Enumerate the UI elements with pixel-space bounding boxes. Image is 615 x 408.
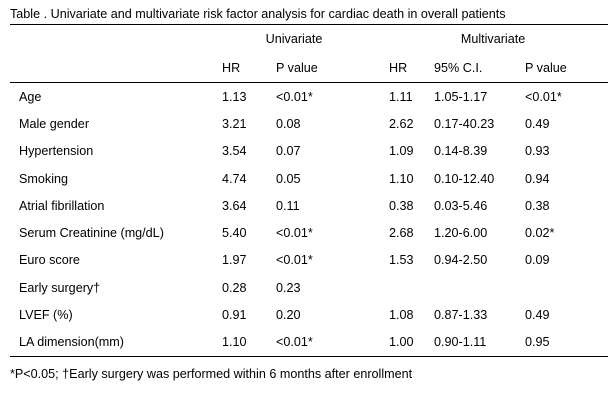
multivariate-hr-cell: 1.00 <box>378 328 431 357</box>
row-label-cell: Early surgery† <box>19 280 101 295</box>
row-label-cell: Smoking <box>19 171 68 186</box>
multivariate-p-value-cell: 0.02* <box>525 226 555 241</box>
table-row: Early surgery† 0.28 0.23 <box>10 274 608 301</box>
multivariate-hr-cell: 1.08 <box>389 308 414 323</box>
multivariate-p-value-cell: 0.95 <box>521 328 609 357</box>
table-row: LVEF (%) 0.91 0.20 1.08 0.87-1.33 0.49 <box>10 301 608 328</box>
univariate-p-value-cell: 0.08 <box>276 116 301 131</box>
table-row: Hypertension 3.54 0.07 1.09 0.14-8.39 0.93 <box>10 138 608 165</box>
table-row: LA dimension(mm) 1.10 <0.01* 1.00 0.90-1.11 0… <box>10 328 609 357</box>
row-label-cell: LVEF (%) <box>19 308 73 323</box>
col-header-univariate-p-value: P value <box>266 53 379 83</box>
multivariate-hr-cell: 2.62 <box>389 116 414 131</box>
univariate-hr-cell: 3.64 <box>222 198 247 213</box>
multivariate-hr-cell <box>378 274 430 301</box>
univariate-p-value-cell: <0.01* <box>266 328 379 357</box>
col-header-univariate-hr: HR <box>210 53 266 83</box>
table-row: Atrial fibrillation 3.64 0.11 0.38 0.03-5.46… <box>10 192 608 219</box>
multivariate-hr-cell: 0.38 <box>389 198 414 213</box>
univariate-hr-cell: 1.13 <box>222 89 247 104</box>
univariate-hr-cell: 5.40 <box>222 226 247 241</box>
multivariate-ci-cell: 0.17-40.23 <box>434 116 495 131</box>
univariate-p-value-cell: 0.05 <box>276 171 301 186</box>
document-page: Table . Univariate and multivariate risk… <box>10 6 609 382</box>
table-body: Age 1.13 <0.01* 1.11 1.05-1.17 <0.01* Male gen… <box>10 83 609 357</box>
multivariate-p-value-cell: <0.01* <box>525 89 562 104</box>
row-label-cell: Age <box>19 89 42 104</box>
multivariate-ci-cell <box>430 274 521 301</box>
multivariate-ci-cell: 1.20-6.00 <box>434 226 488 241</box>
univariate-p-value-cell: 0.20 <box>276 308 301 323</box>
table-caption: Table . Univariate and multivariate risk… <box>10 7 506 21</box>
multivariate-ci-cell: 0.03-5.46 <box>434 198 488 213</box>
univariate-p-value-cell: <0.01* <box>276 253 313 268</box>
multivariate-hr-cell: 1.10 <box>389 171 414 186</box>
multivariate-p-value-cell: 0.94 <box>525 171 550 186</box>
multivariate-group-header: Multivariate <box>378 24 609 53</box>
group-header-row: Univariate Multivariate <box>10 24 609 53</box>
risk-factor-table: Univariate Multivariate HR P value HR 95… <box>10 24 609 357</box>
univariate-group-header: Univariate <box>210 24 379 53</box>
multivariate-hr-cell: 2.68 <box>389 226 414 241</box>
table-footnote: *P<0.05; †Early surgery was performed wi… <box>10 366 413 381</box>
multivariate-ci-cell: 0.87-1.33 <box>434 308 488 323</box>
multivariate-p-value-cell: 0.49 <box>525 116 550 131</box>
table-row: Euro score 1.97 <0.01* 1.53 0.94-2.50 0.09 <box>10 247 608 274</box>
univariate-hr-cell: 4.74 <box>222 171 247 186</box>
col-header-multivariate-hr: HR <box>378 53 431 83</box>
col-header-multivariate-p-value: P value <box>521 53 609 83</box>
multivariate-ci-cell: 0.94-2.50 <box>434 253 488 268</box>
table-row: Smoking 4.74 0.05 1.10 0.10-12.40 0.94 <box>10 165 608 192</box>
empty-header-cell <box>10 53 210 83</box>
multivariate-hr-cell: 1.09 <box>389 144 414 159</box>
column-header-row: HR P value HR 95% C.I. P value <box>10 53 609 83</box>
row-label-cell: Euro score <box>19 253 80 268</box>
multivariate-hr-cell: 1.11 <box>389 89 413 104</box>
row-label-cell: Male gender <box>19 116 90 131</box>
col-header-multivariate-ci: 95% C.I. <box>430 53 522 83</box>
empty-header-cell <box>10 24 210 53</box>
univariate-hr-cell: 0.91 <box>222 308 247 323</box>
row-label-cell: Hypertension <box>19 144 94 159</box>
univariate-p-value-cell: <0.01* <box>276 226 313 241</box>
multivariate-p-value-cell <box>521 274 608 301</box>
multivariate-ci-cell: 0.10-12.40 <box>434 171 495 186</box>
row-label-cell: Serum Creatinine (mg/dL) <box>19 226 164 241</box>
univariate-hr-cell: 0.28 <box>222 280 247 295</box>
multivariate-p-value-cell: 0.49 <box>525 308 550 323</box>
multivariate-hr-cell: 1.53 <box>389 253 414 268</box>
univariate-p-value-cell: 0.11 <box>276 198 300 213</box>
multivariate-ci-cell: 0.90-1.11 <box>430 328 522 357</box>
multivariate-p-value-cell: 0.09 <box>525 253 550 268</box>
univariate-hr-cell: 3.54 <box>222 144 247 159</box>
multivariate-ci-cell: 1.05-1.17 <box>434 89 488 104</box>
row-label-cell: LA dimension(mm) <box>10 328 210 357</box>
multivariate-p-value-cell: 0.93 <box>525 144 550 159</box>
univariate-p-value-cell: 0.07 <box>276 144 301 159</box>
multivariate-p-value-cell: 0.38 <box>525 198 550 213</box>
univariate-hr-cell: 3.21 <box>222 116 247 131</box>
row-label-cell: Atrial fibrillation <box>19 198 105 213</box>
univariate-p-value-cell: 0.23 <box>276 280 301 295</box>
multivariate-ci-cell: 0.14-8.39 <box>434 144 488 159</box>
univariate-hr-cell: 1.97 <box>222 253 247 268</box>
univariate-p-value-cell: <0.01* <box>276 89 313 104</box>
table-row: Age 1.13 <0.01* 1.11 1.05-1.17 <0.01* <box>10 83 608 111</box>
table-row: Serum Creatinine (mg/dL) 5.40 <0.01* 2.68 1.… <box>10 219 608 246</box>
univariate-hr-cell: 1.10 <box>210 328 266 357</box>
table-row: Male gender 3.21 0.08 2.62 0.17-40.23 0.49 <box>10 110 608 137</box>
